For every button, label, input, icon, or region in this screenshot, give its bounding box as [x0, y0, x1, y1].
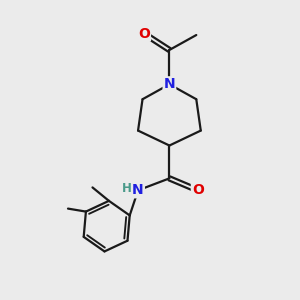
Text: N: N — [132, 183, 144, 197]
Text: N: N — [164, 77, 175, 91]
Text: O: O — [192, 183, 204, 197]
Text: H: H — [122, 182, 131, 195]
Text: O: O — [138, 26, 150, 40]
